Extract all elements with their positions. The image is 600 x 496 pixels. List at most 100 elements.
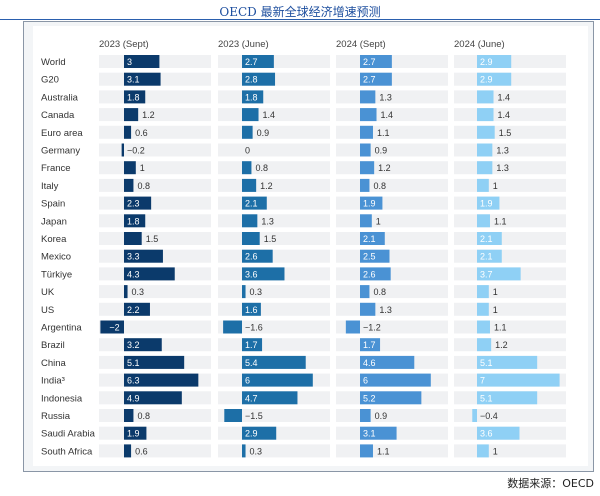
category-label: US bbox=[41, 305, 54, 316]
panel-header: 2023 (June) bbox=[218, 39, 269, 50]
data-label: 1.7 bbox=[245, 340, 258, 350]
bar bbox=[360, 338, 381, 352]
bar bbox=[124, 355, 185, 369]
bar bbox=[477, 161, 493, 175]
bar bbox=[360, 232, 385, 245]
data-label: 1.1 bbox=[377, 446, 390, 456]
data-label: 1.2 bbox=[495, 340, 508, 350]
category-label: Türkiye bbox=[41, 269, 72, 280]
bar bbox=[124, 196, 152, 210]
category-label: World bbox=[41, 57, 66, 68]
data-label: 2.6 bbox=[363, 269, 376, 279]
data-label: 0.8 bbox=[137, 181, 150, 191]
bar bbox=[124, 426, 147, 440]
data-label: 3.1 bbox=[127, 75, 140, 85]
row-track bbox=[336, 161, 448, 175]
category-label: Argentina bbox=[41, 323, 82, 334]
data-label: 1.9 bbox=[363, 199, 376, 209]
data-label: 4.3 bbox=[127, 269, 140, 279]
data-label: 3 bbox=[127, 57, 132, 67]
bar bbox=[124, 249, 163, 263]
data-label: 5.1 bbox=[480, 358, 493, 368]
bar bbox=[360, 391, 422, 405]
data-label: 1.2 bbox=[378, 163, 391, 173]
bar bbox=[472, 409, 477, 422]
row-track bbox=[218, 338, 330, 352]
data-label: 5.1 bbox=[480, 393, 493, 403]
bar bbox=[242, 161, 252, 175]
row-track bbox=[218, 125, 330, 139]
bar bbox=[242, 196, 267, 210]
bar bbox=[124, 338, 162, 352]
bar bbox=[477, 267, 521, 281]
row-track bbox=[336, 72, 448, 86]
bar bbox=[477, 285, 489, 299]
row-track bbox=[454, 196, 566, 210]
data-label: 0 bbox=[245, 146, 250, 156]
row-track bbox=[99, 125, 211, 139]
row-track bbox=[454, 409, 566, 422]
row-track bbox=[336, 285, 448, 299]
bar bbox=[124, 232, 142, 245]
title-rule bbox=[0, 19, 600, 20]
panel-header: 2023 (Sept) bbox=[99, 39, 149, 50]
source-note: 数据来源：OECD bbox=[507, 477, 594, 490]
bar bbox=[124, 178, 134, 192]
category-label: Russia bbox=[41, 411, 71, 422]
bar bbox=[124, 285, 128, 299]
row-track bbox=[218, 161, 330, 175]
data-label: 1.1 bbox=[494, 216, 507, 226]
row-track bbox=[336, 409, 448, 422]
bar bbox=[477, 196, 500, 210]
data-label: 1.3 bbox=[496, 163, 509, 173]
row-track bbox=[218, 214, 330, 228]
panel-header: 2024 (June) bbox=[454, 39, 505, 50]
data-label: 0.9 bbox=[375, 411, 388, 421]
data-label: 1.4 bbox=[381, 110, 394, 120]
row-track bbox=[218, 444, 330, 458]
data-label: 6 bbox=[363, 376, 368, 386]
bar bbox=[477, 302, 489, 316]
data-label: 1.1 bbox=[377, 128, 390, 138]
bar bbox=[477, 355, 538, 369]
data-label: 2.2 bbox=[127, 305, 140, 315]
bar bbox=[124, 391, 182, 405]
data-label: 1.6 bbox=[245, 305, 258, 315]
row-track bbox=[336, 196, 448, 210]
category-label: Mexico bbox=[41, 252, 71, 263]
data-label: 5.2 bbox=[363, 393, 376, 403]
bar bbox=[477, 125, 495, 139]
data-label: 1.4 bbox=[498, 92, 511, 102]
data-label: 2.8 bbox=[245, 75, 258, 85]
row-track bbox=[454, 178, 566, 192]
data-label: 0.9 bbox=[257, 128, 270, 138]
bar bbox=[360, 90, 376, 104]
bar bbox=[360, 409, 371, 422]
data-label: 1.3 bbox=[379, 92, 392, 102]
row-track bbox=[99, 143, 211, 157]
bar bbox=[242, 338, 263, 352]
data-label: 3.3 bbox=[127, 252, 140, 262]
row-track bbox=[218, 178, 330, 192]
bar bbox=[242, 355, 306, 369]
data-label: 2.7 bbox=[363, 57, 376, 67]
data-label: 2.7 bbox=[363, 75, 376, 85]
bar bbox=[360, 178, 370, 192]
row-track bbox=[218, 409, 330, 422]
data-label: 1.7 bbox=[363, 340, 376, 350]
bar bbox=[345, 320, 360, 334]
category-label: France bbox=[41, 163, 71, 174]
bar bbox=[100, 320, 124, 334]
bar bbox=[124, 72, 161, 86]
data-label: 1.1 bbox=[494, 323, 507, 333]
data-label: −1.6 bbox=[245, 323, 263, 333]
data-label: 1.8 bbox=[127, 92, 140, 102]
bar bbox=[360, 302, 376, 316]
bar bbox=[242, 90, 264, 104]
bar bbox=[242, 125, 253, 139]
category-label: Germany bbox=[41, 146, 80, 157]
bar bbox=[224, 409, 242, 422]
data-label: 2.6 bbox=[245, 252, 258, 262]
bar bbox=[242, 178, 257, 192]
data-label: 3.6 bbox=[480, 429, 493, 439]
